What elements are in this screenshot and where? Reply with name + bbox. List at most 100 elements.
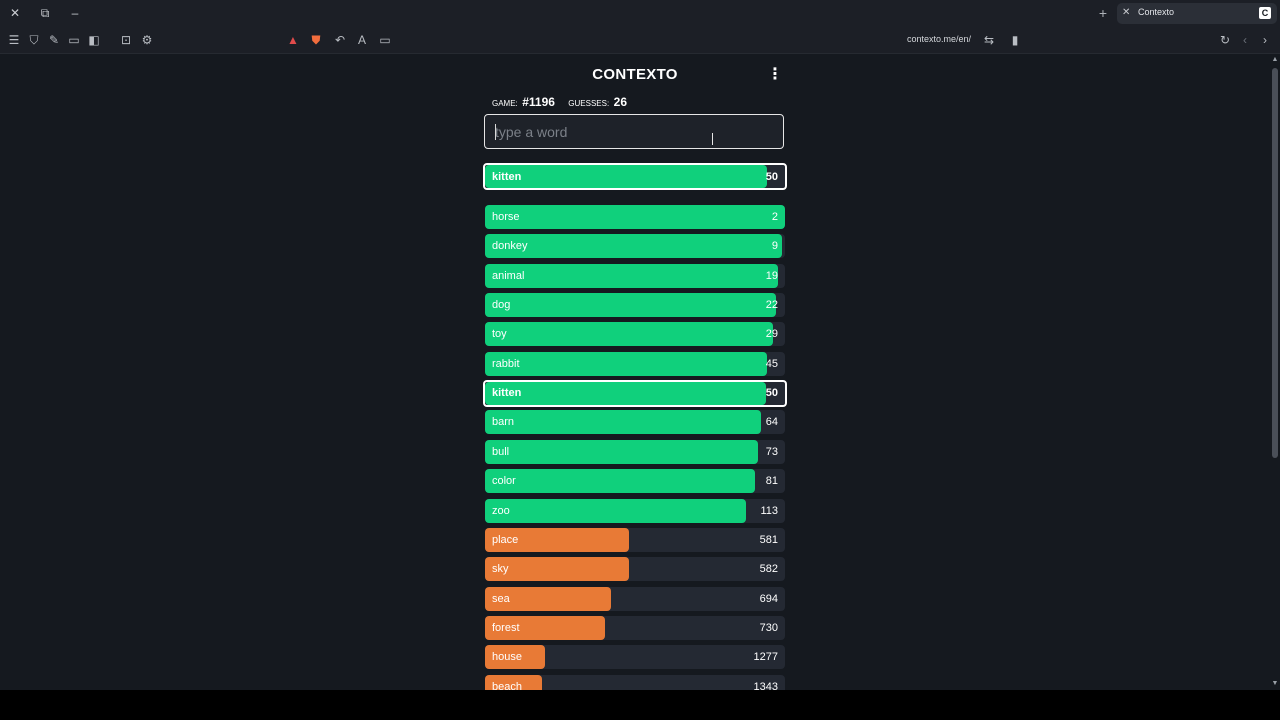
- bookmark-icon[interactable]: ▮: [1011, 33, 1019, 47]
- table-row[interactable]: house 1277: [485, 645, 785, 670]
- table-row[interactable]: horse 2: [485, 205, 785, 229]
- guess-word: donkey: [492, 240, 528, 253]
- guess-word: place: [492, 533, 519, 546]
- table-row[interactable]: donkey 9: [485, 234, 785, 259]
- guess-word: rabbit: [492, 357, 520, 370]
- table-row[interactable]: place 581: [485, 527, 785, 552]
- distance-bar: [485, 322, 773, 347]
- browser-window: ✕ ⧉ – + ✕ Contexto C ☰ ⛉ ✎ ▭ ◧ ⊡ ⚙ ▲ ⛊ ↶…: [0, 0, 1280, 690]
- reload-icon[interactable]: ↻: [1219, 33, 1231, 47]
- guess-word: toy: [492, 328, 507, 341]
- guess-distance: 9: [771, 240, 778, 253]
- page-title: CONTEXTO: [592, 66, 678, 83]
- screenshot-icon[interactable]: ⊡: [120, 33, 132, 47]
- table-row[interactable]: rabbit 45: [485, 351, 785, 376]
- distance-bar: [485, 527, 629, 552]
- site-settings-icon[interactable]: ⇆: [983, 33, 995, 47]
- table-row[interactable]: animal 19: [485, 263, 785, 288]
- guess-word: bull: [492, 445, 510, 458]
- guess-word: kitten: [492, 387, 522, 400]
- guess-distance: 81: [765, 475, 778, 488]
- guess-distance: 19: [765, 269, 778, 282]
- address-bar-url[interactable]: contexto.me/en/: [907, 34, 972, 44]
- guess-word: sky: [492, 563, 509, 576]
- game-label: GAME:: [492, 99, 518, 108]
- distance-bar: [485, 498, 746, 523]
- scroll-thumb[interactable]: [1272, 68, 1278, 458]
- guess-distance: 22: [765, 299, 778, 312]
- back-icon[interactable]: ‹: [1243, 33, 1247, 47]
- distance-bar: [485, 469, 755, 494]
- table-row[interactable]: kitten 50: [483, 379, 787, 407]
- text-caret: [495, 124, 496, 140]
- brave-shield-icon[interactable]: ⛊: [311, 33, 321, 47]
- distance-bar: [485, 410, 761, 435]
- distance-bar: [485, 263, 778, 288]
- guess-word: horse: [492, 211, 520, 223]
- guess-word: kitten: [492, 170, 522, 183]
- game-number: #1196: [522, 95, 555, 109]
- restore-window-icon[interactable]: ⧉: [40, 6, 50, 20]
- guess-distance: 730: [759, 621, 778, 634]
- sidebar-icon[interactable]: ◧: [88, 33, 100, 47]
- guess-distance: 29: [765, 328, 778, 341]
- scroll-down-icon[interactable]: ▼: [1271, 680, 1279, 687]
- table-row[interactable]: beach 1343: [485, 674, 785, 690]
- table-row[interactable]: color 81: [485, 469, 785, 494]
- distance-bar: [485, 293, 776, 318]
- minimize-window-icon[interactable]: –: [71, 6, 79, 20]
- cast-icon[interactable]: ▭: [379, 33, 391, 47]
- pin-icon[interactable]: ✎: [48, 33, 60, 47]
- guess-distance: 1277: [753, 651, 778, 664]
- guess-word: house: [492, 651, 522, 664]
- table-row[interactable]: dog 22: [485, 293, 785, 318]
- distance-bar: [485, 439, 758, 464]
- shield-icon[interactable]: ⛉: [29, 33, 39, 47]
- new-tab-icon[interactable]: +: [1098, 5, 1108, 21]
- guess-distance: 1343: [753, 680, 778, 690]
- more-options-icon[interactable]: ⋮: [767, 66, 783, 83]
- table-row[interactable]: sky 582: [485, 557, 785, 582]
- table-row[interactable]: forest 730: [485, 615, 785, 640]
- guess-distance: 50: [765, 387, 778, 400]
- tab-contexto[interactable]: ✕ Contexto C: [1117, 3, 1277, 24]
- contexto-favicon-icon: C: [1259, 7, 1271, 19]
- table-row[interactable]: toy 29: [485, 322, 785, 347]
- last-guess-row[interactable]: kitten 50: [483, 163, 787, 190]
- undo-icon[interactable]: ↶: [334, 33, 346, 47]
- forward-icon[interactable]: ›: [1263, 33, 1267, 47]
- table-row[interactable]: sea 694: [485, 586, 785, 611]
- hamburger-menu-icon[interactable]: ☰: [8, 33, 20, 47]
- extensions-icon[interactable]: ⚙: [141, 33, 153, 47]
- browser-toolbar: ☰ ⛉ ✎ ▭ ◧ ⊡ ⚙ ▲ ⛊ ↶ A ▭ contexto.me/en/ …: [0, 27, 1280, 54]
- distance-bar: [485, 557, 629, 582]
- game-info: GAME: #1196 GUESSES: 26: [492, 93, 627, 111]
- guesses-label: GUESSES:: [568, 99, 610, 108]
- warning-icon[interactable]: ▲: [287, 33, 299, 47]
- tab-title: Contexto: [1138, 7, 1175, 17]
- guess-word: beach: [492, 680, 522, 690]
- guess-word: barn: [492, 416, 515, 429]
- word-input[interactable]: [484, 114, 784, 149]
- distance-bar: [485, 234, 782, 259]
- guess-word: dog: [492, 299, 511, 312]
- distance-bar: [485, 645, 545, 670]
- table-row[interactable]: bull 73: [485, 439, 785, 464]
- tabs-icon[interactable]: ▭: [68, 33, 80, 47]
- page-scrollbar[interactable]: ▲ ▼: [1270, 54, 1280, 690]
- guess-distance: 694: [759, 592, 778, 605]
- table-row[interactable]: zoo 113: [485, 498, 785, 523]
- guess-word: sea: [492, 592, 510, 605]
- close-tab-icon[interactable]: ✕: [1122, 7, 1131, 18]
- distance-bar: [485, 674, 542, 690]
- tab-strip: ✕ ⧉ – + ✕ Contexto C: [0, 0, 1280, 27]
- scroll-up-icon[interactable]: ▲: [1271, 56, 1279, 63]
- table-row[interactable]: barn 64: [485, 410, 785, 435]
- guess-distance: 582: [759, 563, 778, 576]
- close-window-icon[interactable]: ✕: [9, 6, 21, 20]
- mouse-cursor: [712, 133, 718, 145]
- distance-bar: [485, 205, 785, 229]
- guess-distance: 2: [771, 211, 778, 223]
- translate-icon[interactable]: A: [357, 33, 366, 47]
- guess-distance: 73: [765, 445, 778, 458]
